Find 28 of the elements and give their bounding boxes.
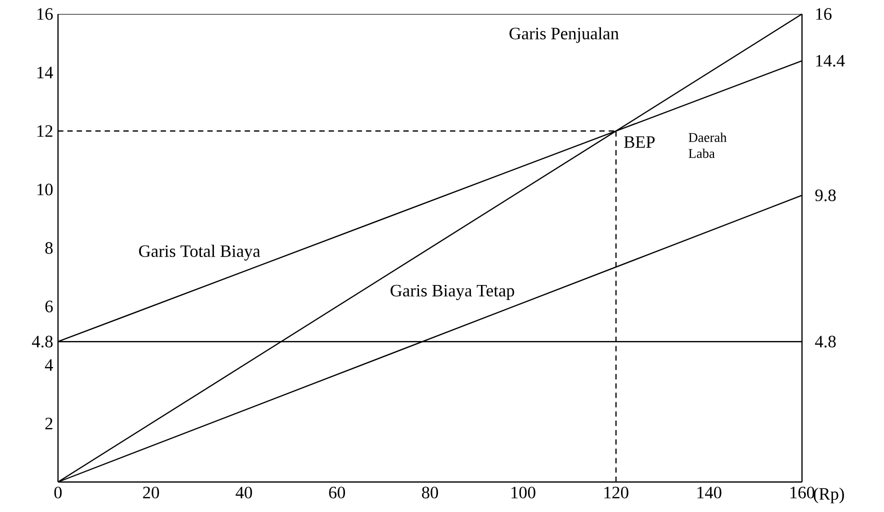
x-tick-label: 20	[143, 486, 160, 498]
y-tick-label: 8	[45, 242, 53, 254]
annotation: Garis Total Biaya	[139, 244, 260, 261]
x-tick-label: 80	[422, 486, 438, 498]
y-tick-label: 16	[37, 8, 53, 20]
y2-tick-label: 14.4	[816, 54, 845, 67]
annotation: Garis Biaya Tetap	[390, 284, 514, 300]
x-tick-label: 120	[604, 486, 628, 498]
y-tick-label: 2	[45, 418, 52, 430]
x-tick-label: 160	[790, 486, 814, 498]
x-axis-title: (Rp)	[814, 488, 844, 504]
y-tick-label: 12	[37, 125, 52, 137]
x-tick-label: 60	[329, 486, 346, 498]
annotation: Daerah Laba	[688, 132, 727, 158]
annotation: Garis Penjualan	[510, 27, 619, 43]
y-tick-label: 10	[37, 184, 53, 196]
y-tick-label: 4	[44, 359, 54, 371]
x-tick-label: 100	[512, 486, 536, 498]
y-tick-label: 6	[45, 300, 53, 312]
y2-tick-label: 9.8	[815, 189, 836, 202]
x-tick-label: 140	[698, 486, 722, 498]
annotation: BEP	[624, 136, 655, 148]
x-tick-label: 40	[236, 486, 252, 498]
y-tick-label: 14	[37, 66, 54, 78]
y2-tick-label: 4.8	[815, 336, 836, 348]
x-tick-label: 0	[54, 486, 62, 498]
y2-tick-label: 16	[816, 8, 832, 20]
y-tick-label: 4.8	[32, 336, 53, 348]
